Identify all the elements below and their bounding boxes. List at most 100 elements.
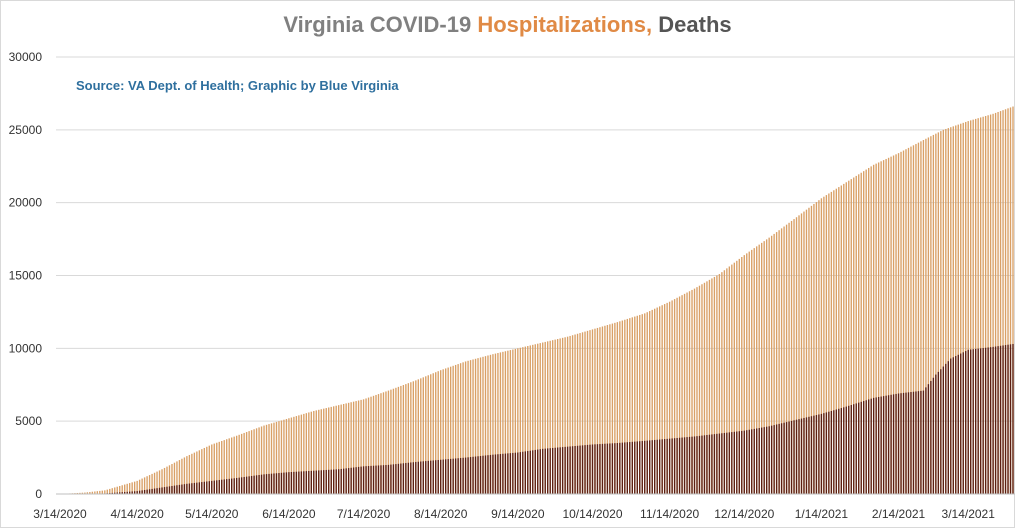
bar-deaths [875,397,877,494]
bar-deaths [845,406,847,494]
bar-deaths [634,441,636,494]
bar-hospitalizations [387,390,390,494]
bar-deaths [798,419,800,494]
bar-hospitalizations [499,352,502,494]
bar-deaths [833,410,835,494]
bar-deaths [168,486,171,494]
bar-hospitalizations [459,363,462,494]
bar-hospitalizations [723,270,726,494]
bar-deaths [181,484,183,494]
bar-hospitalizations [226,439,228,494]
bar-hospitalizations [611,323,614,494]
bar-deaths [877,396,880,494]
bar-deaths [977,348,979,494]
bar-deaths [313,470,315,494]
bar-deaths [693,436,696,494]
bar-deaths [532,450,534,494]
bar-hospitalizations [681,295,683,494]
bar-deaths [912,391,915,494]
bar-hospitalizations [853,177,855,495]
bar-hospitalizations [927,137,930,494]
bar-deaths [263,474,265,494]
bar-deaths [820,413,823,494]
bar-hospitalizations [198,450,201,494]
bar-hospitalizations [245,432,248,494]
bar-hospitalizations [315,410,317,494]
bar-deaths [987,347,989,494]
bar-hospitalizations [882,160,885,494]
bar-deaths [756,428,758,494]
bar-hospitalizations [698,285,701,494]
bar-deaths [848,405,850,494]
bar-deaths [566,446,569,494]
bar-deaths [504,453,507,494]
bar-hospitalizations [778,230,780,494]
bar-deaths [440,459,442,494]
x-tick-label: 7/14/2020 [337,507,391,521]
bar-hospitalizations [937,132,940,494]
bar-deaths [940,369,942,494]
bar-hospitalizations [128,483,131,494]
bar-deaths [502,453,504,494]
bar-deaths [333,469,335,494]
bar-deaths [372,465,375,494]
bar-deaths [696,436,698,494]
bar-deaths [171,485,173,494]
bar-deaths [872,397,875,494]
bar-hospitalizations [895,154,897,494]
bar-deaths [937,371,940,494]
bar-hospitalizations [514,348,517,494]
bar-hospitalizations [350,402,352,494]
bar-hospitalizations [571,335,574,494]
bar-deaths [678,437,681,494]
bar-hospitalizations [367,397,370,494]
bar-hospitalizations [489,354,492,494]
bar-deaths [584,445,586,494]
bar-hospitalizations [81,492,84,494]
x-tick-label: 1/14/2021 [795,507,849,521]
bar-hospitalizations [683,293,686,494]
bar-deaths [823,413,825,494]
bar-hospitalizations [967,121,969,495]
bar-hospitalizations [392,388,395,494]
bar-deaths [890,394,892,494]
bar-hospitalizations [838,187,840,495]
bar-deaths [551,447,554,494]
bar-hospitalizations [365,398,367,494]
bar-hospitalizations [902,150,905,494]
bar-deaths [218,480,220,494]
bar-deaths [121,492,123,494]
bar-hospitalizations [942,129,945,495]
bar-hospitalizations [629,318,631,494]
bar-deaths [644,440,646,494]
bar-deaths [196,482,198,494]
bar-hospitalizations [897,153,900,494]
bar-deaths [683,437,686,494]
bar-deaths [815,415,818,494]
bar-hospitalizations [494,353,497,494]
bar-hospitalizations [310,411,312,494]
bar-deaths [639,441,641,494]
bar-hospitalizations [840,185,842,494]
bar-hospitalizations [260,426,263,494]
source-note: Source: VA Dept. of Health; Graphic by B… [76,78,399,93]
bar-hospitalizations [537,343,539,494]
bar-deaths [556,447,559,494]
bar-deaths [136,491,138,494]
bar-deaths [146,489,148,494]
bar-hospitalizations [133,481,136,494]
bar-hospitalizations [950,127,952,494]
bar-hospitalizations [564,337,566,494]
bar-hospitalizations [417,379,419,494]
bar-hospitalizations [330,406,332,494]
bar-deaths [780,423,783,494]
bar-hospitalizations [885,158,887,494]
bar-hospitalizations [288,418,290,494]
bar-deaths [581,445,584,494]
bar-hospitalizations [994,112,997,494]
bar-hospitalizations [298,415,300,494]
bar-deaths [201,482,203,494]
bar-hospitalizations [668,301,671,494]
bar-deaths [141,490,143,494]
bar-hospitalizations [813,203,815,494]
